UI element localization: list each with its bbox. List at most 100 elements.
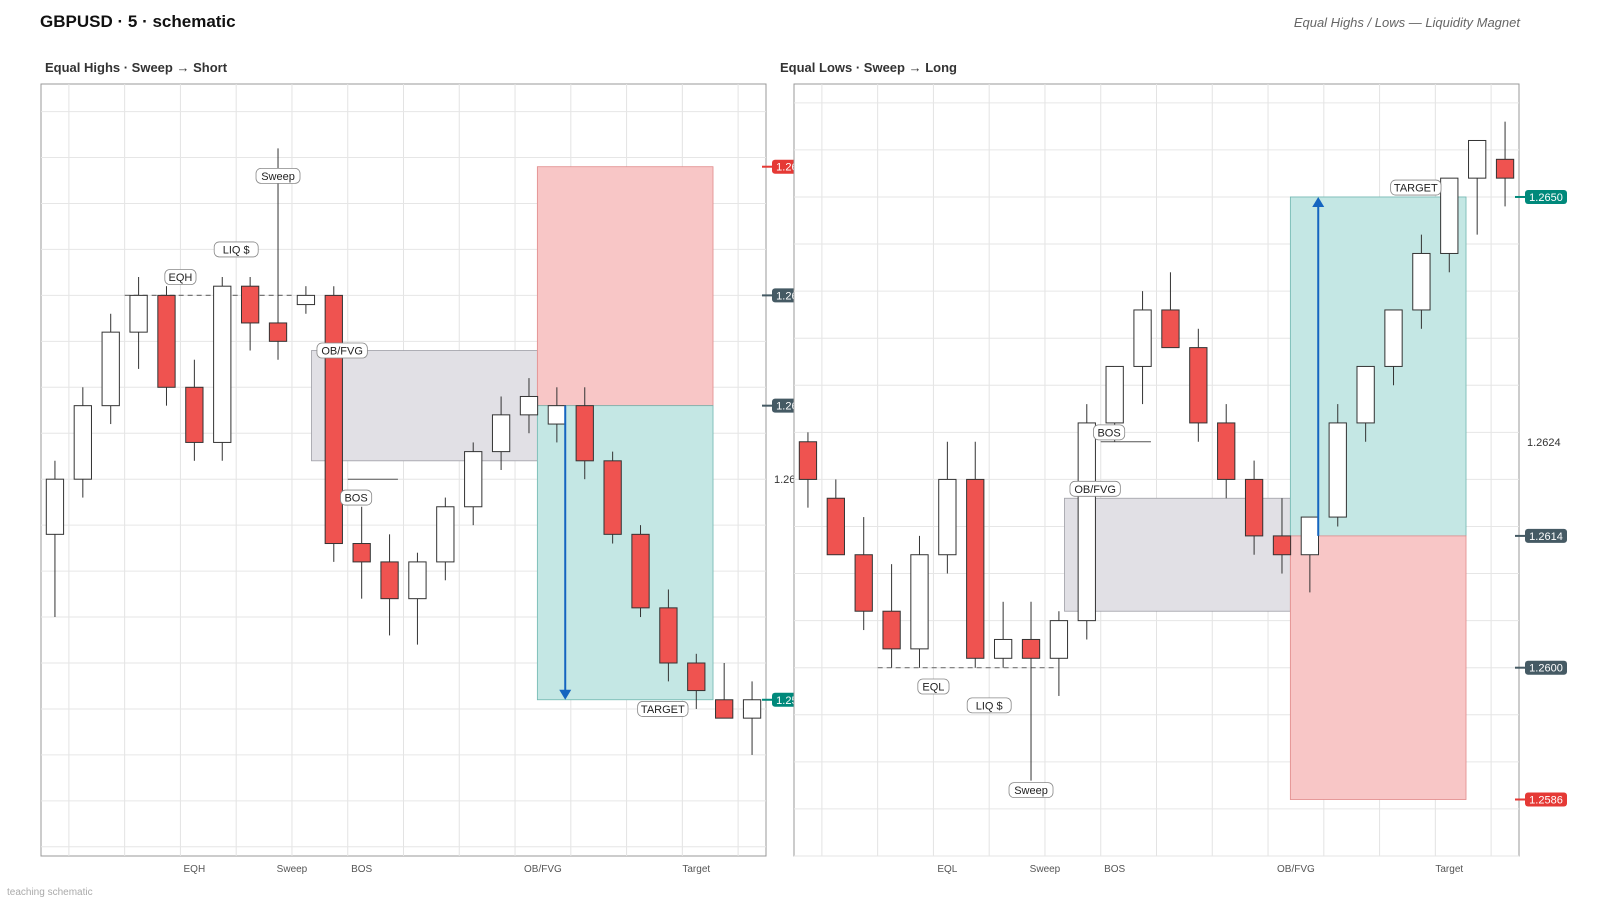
annotation-text: EQL [922, 682, 944, 694]
candle-body [1272, 535, 1292, 556]
annotation-text: OB/FVG [321, 346, 363, 358]
price-tag-text: 1.2614 [1529, 531, 1563, 543]
bear-candle [1244, 460, 1264, 555]
bear-candle [380, 534, 399, 636]
bear-candle [659, 589, 678, 682]
timeframe-label: 5 [127, 12, 138, 31]
price-tag-text: 1.2600 [1529, 663, 1563, 675]
bull-candle [742, 681, 762, 755]
bull-candle [491, 396, 511, 470]
bull-candle [1077, 404, 1096, 640]
bear-candle [352, 506, 371, 599]
bear-candle [687, 653, 706, 709]
candle-body [1300, 516, 1320, 556]
price-tag-text: 1.2624 [1527, 437, 1561, 449]
candle-body [296, 294, 316, 306]
x-tick-label: BOS [351, 864, 372, 875]
bear-candle [854, 517, 873, 631]
x-tick-label: EQL [937, 864, 957, 875]
candle-body [101, 331, 120, 407]
annotation-box [1069, 480, 1121, 497]
left-panel-title: Equal Highs · Sweep → Short [45, 60, 228, 75]
candle-body [240, 285, 260, 324]
annotation-text: LIQ $ [223, 244, 250, 256]
x-tick-label: BOS [1104, 864, 1125, 875]
bull-candle [1300, 516, 1320, 593]
left-chart-panel: Sweep LIQ $ EQH OB/FVG BOS TARGET EQH Sweep BOS O… [40, 83, 814, 875]
candle-body [45, 478, 65, 535]
price-tag-level: 1.2600 [1515, 660, 1567, 675]
candle-body [1189, 347, 1208, 424]
candle-body [603, 460, 622, 535]
candle-body [993, 638, 1013, 659]
candle-body [1105, 365, 1124, 424]
candle-body [324, 294, 343, 545]
annotation-box [917, 678, 950, 695]
annotation-text: OB/FVG [1074, 484, 1116, 496]
candle-body [1244, 478, 1264, 537]
price-tag-text: 1.2586 [1529, 795, 1563, 807]
annotation-ob-fvg: OB/FVG [1069, 480, 1121, 497]
candle-body [1384, 309, 1403, 367]
annotation-box [213, 241, 259, 258]
reward-zone [1289, 196, 1467, 537]
candle-body [1161, 309, 1180, 349]
x-tick-label: OB/FVG [1277, 864, 1315, 875]
bull-candle [1440, 177, 1459, 273]
bear-candle [798, 432, 818, 508]
candle-body [854, 554, 873, 612]
candle-body [73, 405, 92, 480]
x-tick-label: Sweep [277, 864, 308, 875]
bear-candle [882, 564, 901, 668]
risk-zone [536, 166, 714, 407]
candle-body [938, 478, 957, 556]
candle-body [659, 607, 678, 664]
annotation-box [255, 168, 301, 184]
annotation-text: Sweep [1014, 785, 1048, 797]
candle-body [129, 294, 148, 333]
bull-candle [1049, 611, 1069, 696]
annotation-text: TARGET [641, 704, 685, 716]
candle-body [575, 405, 594, 462]
candle-body [1412, 252, 1431, 311]
bear-candle [1021, 601, 1041, 781]
x-tick-label: EQH [184, 864, 206, 875]
candle-body [966, 478, 985, 659]
candle-body [798, 441, 818, 480]
annotation-eqh: EQH [164, 269, 197, 285]
bear-candle [826, 479, 845, 556]
candle-body [1021, 638, 1041, 659]
annotation-target: TARGET [1390, 179, 1442, 196]
mode-label: schematic [152, 12, 236, 31]
candle-body [1356, 365, 1375, 424]
footer-note: teaching schematic [7, 887, 93, 898]
price-tag-box [1525, 792, 1567, 807]
candle-body [352, 543, 371, 563]
right-panel-title: Equal Lows · Sweep → Long [780, 60, 957, 75]
bull-candle [436, 497, 455, 581]
annotation-liq-: LIQ $ [966, 697, 1012, 714]
price-tag-box [1525, 189, 1567, 204]
candle-body [631, 533, 650, 609]
candle-body [882, 610, 901, 650]
candle-body [1495, 158, 1515, 179]
price-tag-level: 1.2614 [1515, 528, 1567, 543]
annotation-text: BOS [1097, 427, 1120, 439]
annotation-sweep: Sweep [255, 168, 301, 184]
chart-header: GBPUSD · 5 · schematic [40, 12, 236, 32]
price-tag-text: 1.2650 [1529, 192, 1563, 204]
x-tick-label: Sweep [1030, 864, 1061, 875]
candle-body [1440, 177, 1459, 254]
candle-body [464, 451, 483, 508]
annotation-liq-: LIQ $ [213, 241, 259, 258]
bull-candle [296, 286, 316, 314]
candle-body [408, 561, 427, 600]
candle-body [687, 662, 706, 692]
bull-candle [73, 387, 92, 498]
header-separator: · [117, 12, 128, 31]
candle-body [1077, 422, 1096, 622]
bull-candle [213, 277, 232, 461]
candle-body [715, 699, 734, 719]
chart-subtitle: Equal Highs / Lows — Liquidity Magnet [1293, 15, 1520, 30]
price-tag-plain: 1.2624 [1527, 437, 1561, 449]
